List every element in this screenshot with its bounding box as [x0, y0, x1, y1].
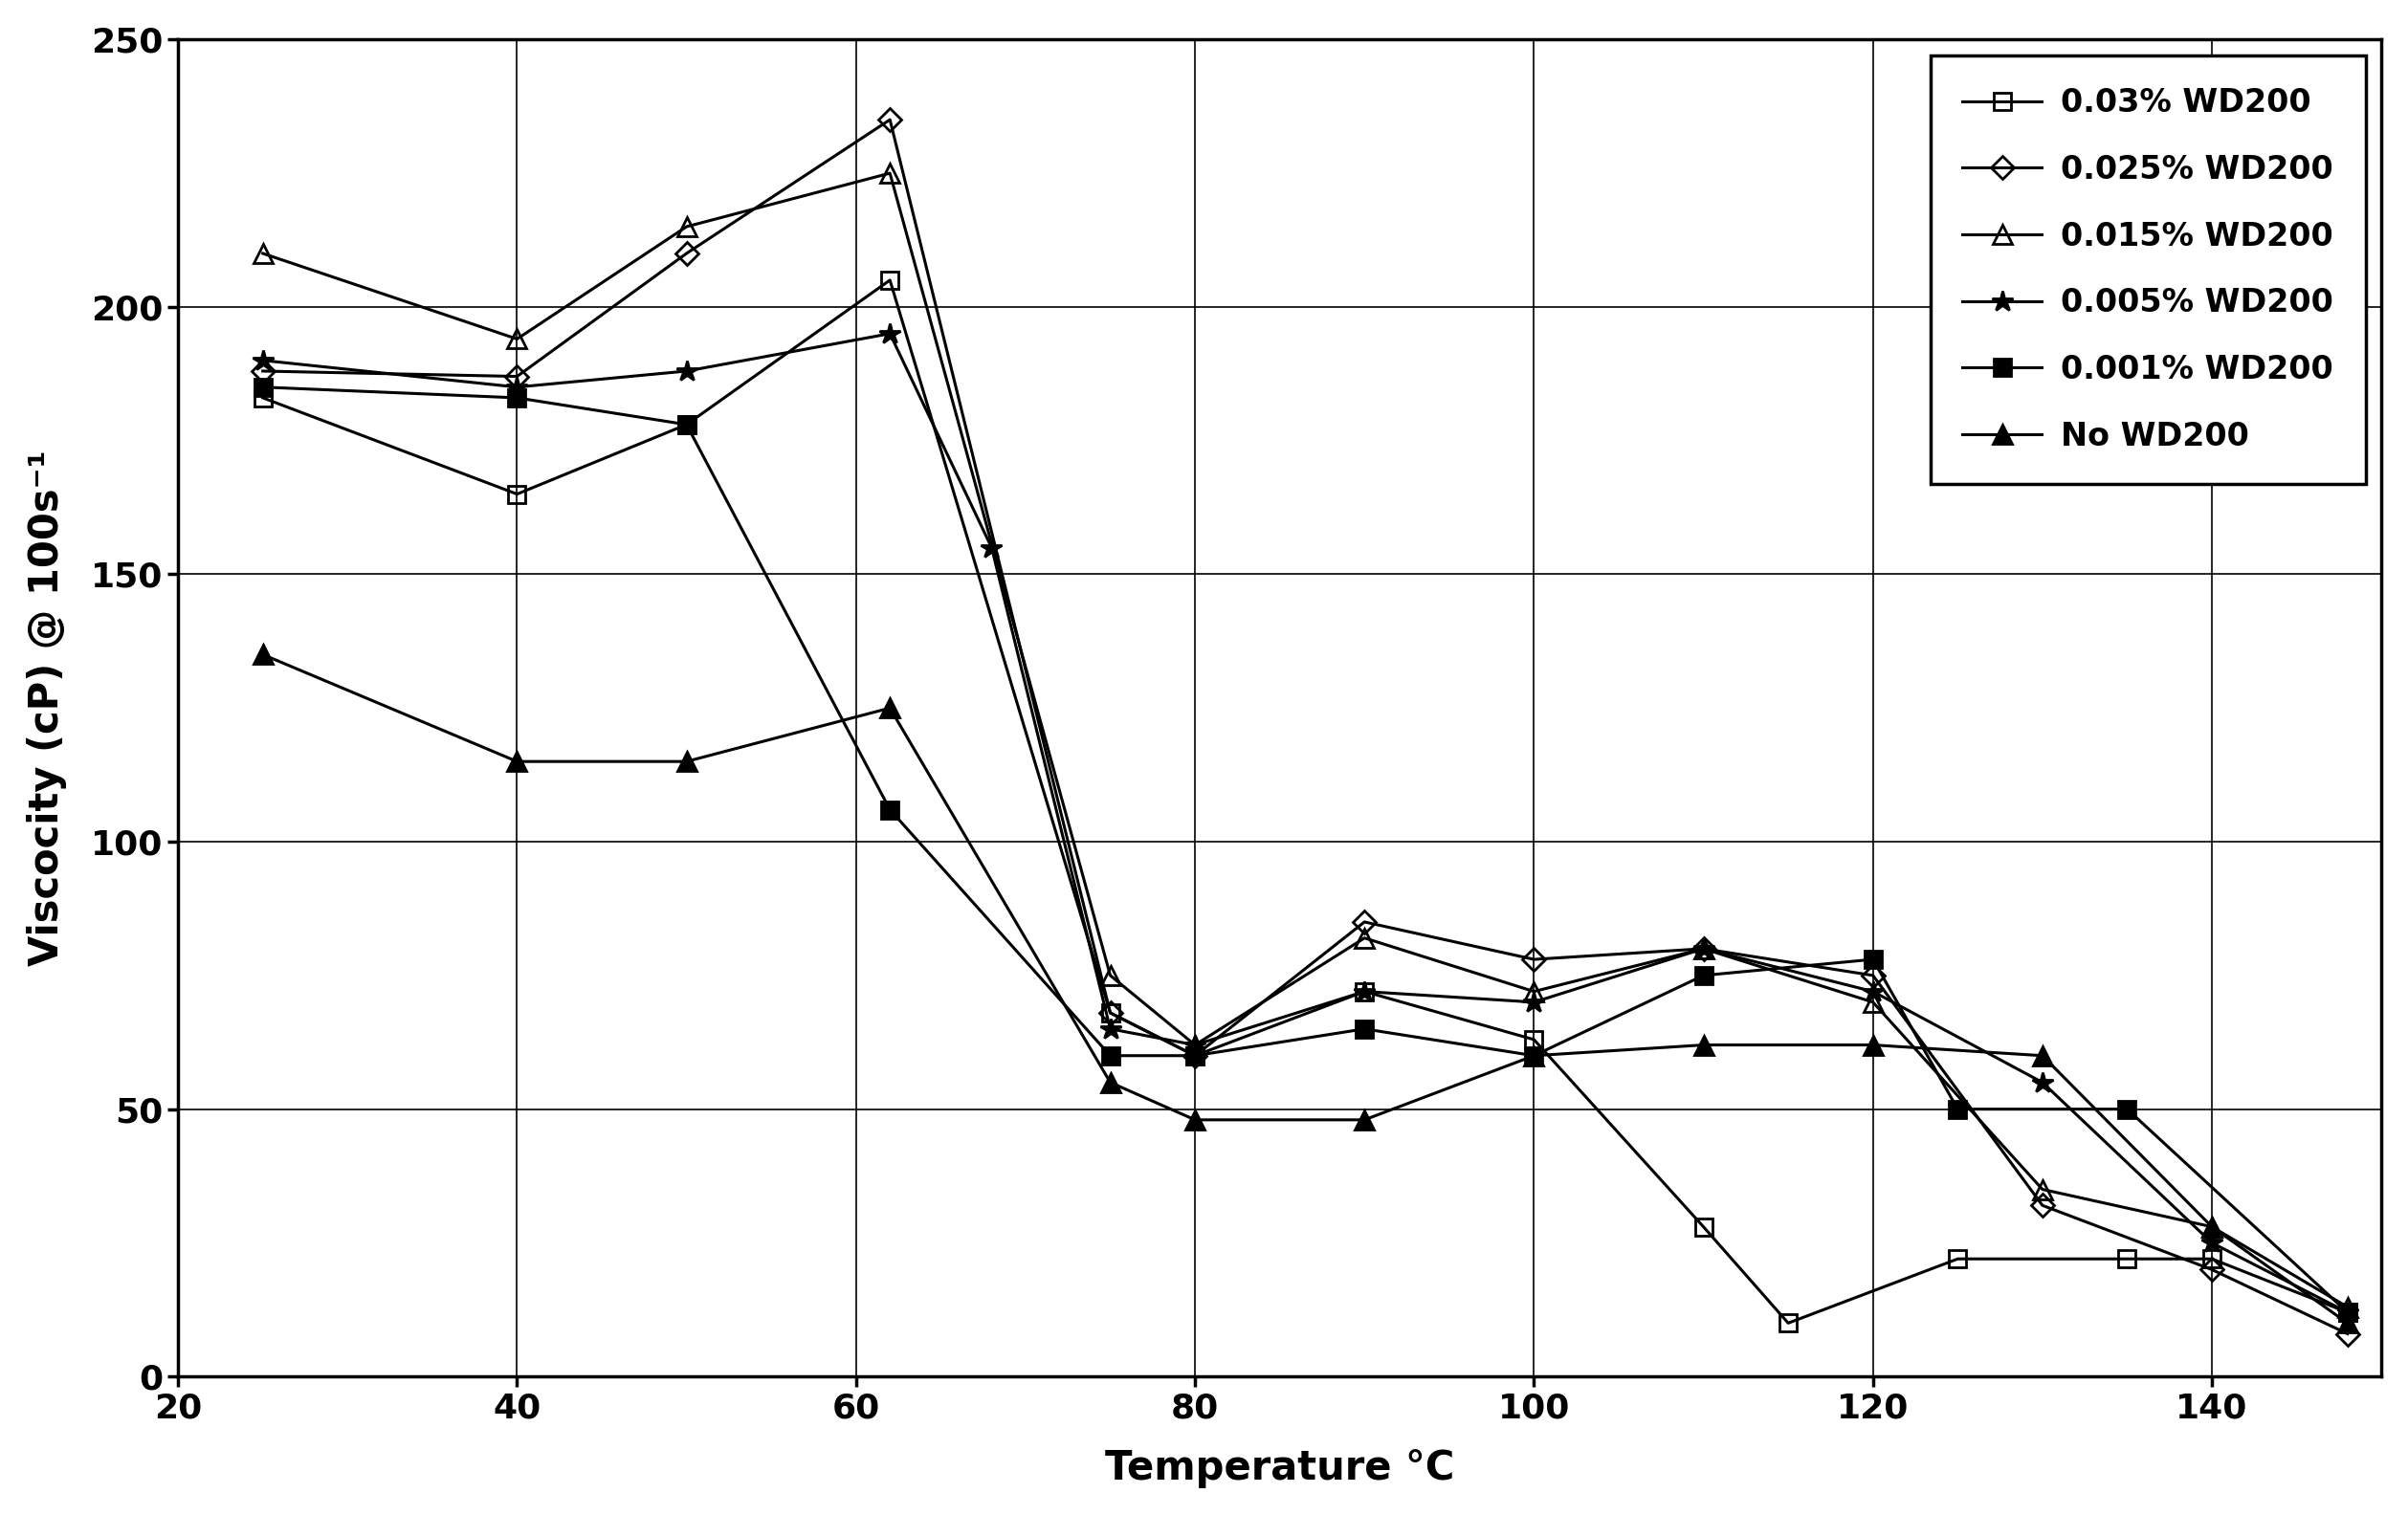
0.015% WD200: [2199, 1218, 2227, 1236]
0.001% WD200: [2112, 1100, 2141, 1118]
0.015% WD200: [1519, 982, 1548, 1000]
0.015% WD200: [1688, 939, 1717, 957]
No WD200: [248, 645, 277, 664]
0.001% WD200: [1859, 950, 1888, 968]
0.03% WD200: [2199, 1250, 2227, 1268]
0.005% WD200: [248, 351, 277, 370]
0.015% WD200: [503, 330, 532, 348]
No WD200: [1859, 1036, 1888, 1054]
0.025% WD200: [1519, 950, 1548, 968]
No WD200: [1519, 1047, 1548, 1065]
No WD200: [672, 753, 701, 771]
0.001% WD200: [1943, 1100, 1972, 1118]
0.03% WD200: [672, 415, 701, 433]
0.001% WD200: [2333, 1303, 2362, 1321]
No WD200: [1096, 1073, 1125, 1091]
0.03% WD200: [1096, 1004, 1125, 1023]
0.001% WD200: [1180, 1047, 1209, 1065]
0.015% WD200: [1180, 1036, 1209, 1054]
0.005% WD200: [1859, 982, 1888, 1000]
0.025% WD200: [2028, 1197, 2056, 1215]
Line: 0.03% WD200: 0.03% WD200: [255, 271, 2355, 1332]
0.001% WD200: [1351, 1020, 1380, 1038]
0.005% WD200: [2199, 1233, 2227, 1251]
0.005% WD200: [1096, 1020, 1125, 1038]
X-axis label: Temperature °C: Temperature °C: [1105, 1448, 1454, 1488]
0.025% WD200: [2199, 1260, 2227, 1279]
0.015% WD200: [877, 164, 905, 182]
0.001% WD200: [1688, 967, 1717, 985]
0.025% WD200: [503, 367, 532, 385]
0.025% WD200: [248, 362, 277, 380]
Line: 0.025% WD200: 0.025% WD200: [255, 112, 2355, 1342]
0.005% WD200: [2333, 1303, 2362, 1321]
0.005% WD200: [877, 324, 905, 342]
0.005% WD200: [1351, 982, 1380, 1000]
No WD200: [1351, 1110, 1380, 1129]
0.03% WD200: [1775, 1314, 1804, 1332]
0.025% WD200: [2333, 1324, 2362, 1342]
0.015% WD200: [248, 244, 277, 262]
0.015% WD200: [1096, 967, 1125, 985]
0.025% WD200: [1688, 939, 1717, 957]
0.015% WD200: [1351, 929, 1380, 947]
0.005% WD200: [1519, 994, 1548, 1012]
0.015% WD200: [2333, 1298, 2362, 1317]
0.03% WD200: [248, 389, 277, 408]
0.001% WD200: [1519, 1047, 1548, 1065]
0.03% WD200: [503, 485, 532, 503]
Line: 0.001% WD200: 0.001% WD200: [255, 379, 2355, 1321]
0.03% WD200: [1688, 1218, 1717, 1236]
0.005% WD200: [1688, 939, 1717, 957]
0.001% WD200: [503, 389, 532, 408]
0.025% WD200: [672, 244, 701, 262]
0.005% WD200: [2028, 1073, 2056, 1091]
0.001% WD200: [672, 415, 701, 433]
0.005% WD200: [503, 379, 532, 397]
No WD200: [503, 753, 532, 771]
Line: No WD200: No WD200: [253, 645, 2357, 1332]
0.03% WD200: [1519, 1030, 1548, 1048]
No WD200: [2333, 1314, 2362, 1332]
0.03% WD200: [1943, 1250, 1972, 1268]
0.001% WD200: [877, 800, 905, 818]
0.03% WD200: [877, 271, 905, 289]
0.025% WD200: [1180, 1047, 1209, 1065]
No WD200: [1180, 1110, 1209, 1129]
0.025% WD200: [1351, 914, 1380, 932]
No WD200: [2028, 1047, 2056, 1065]
No WD200: [2199, 1218, 2227, 1236]
0.03% WD200: [2333, 1303, 2362, 1321]
0.025% WD200: [1096, 1004, 1125, 1023]
0.015% WD200: [2028, 1180, 2056, 1198]
Y-axis label: Viscocity (cP) @ 100s⁻¹: Viscocity (cP) @ 100s⁻¹: [26, 450, 67, 967]
0.025% WD200: [1859, 967, 1888, 985]
0.03% WD200: [1351, 982, 1380, 1000]
No WD200: [1688, 1036, 1717, 1054]
No WD200: [877, 698, 905, 717]
Legend: 0.03% WD200, 0.025% WD200, 0.015% WD200, 0.005% WD200, 0.001% WD200, No WD200: 0.03% WD200, 0.025% WD200, 0.015% WD200,…: [1931, 56, 2365, 483]
0.025% WD200: [877, 111, 905, 129]
0.005% WD200: [672, 362, 701, 380]
0.03% WD200: [1180, 1047, 1209, 1065]
0.03% WD200: [2112, 1250, 2141, 1268]
0.015% WD200: [1859, 994, 1888, 1012]
0.005% WD200: [978, 538, 1007, 556]
0.005% WD200: [1180, 1036, 1209, 1054]
Line: 0.015% WD200: 0.015% WD200: [253, 164, 2357, 1317]
0.001% WD200: [1096, 1047, 1125, 1065]
0.001% WD200: [248, 379, 277, 397]
Line: 0.005% WD200: 0.005% WD200: [253, 323, 2357, 1323]
0.015% WD200: [672, 218, 701, 236]
